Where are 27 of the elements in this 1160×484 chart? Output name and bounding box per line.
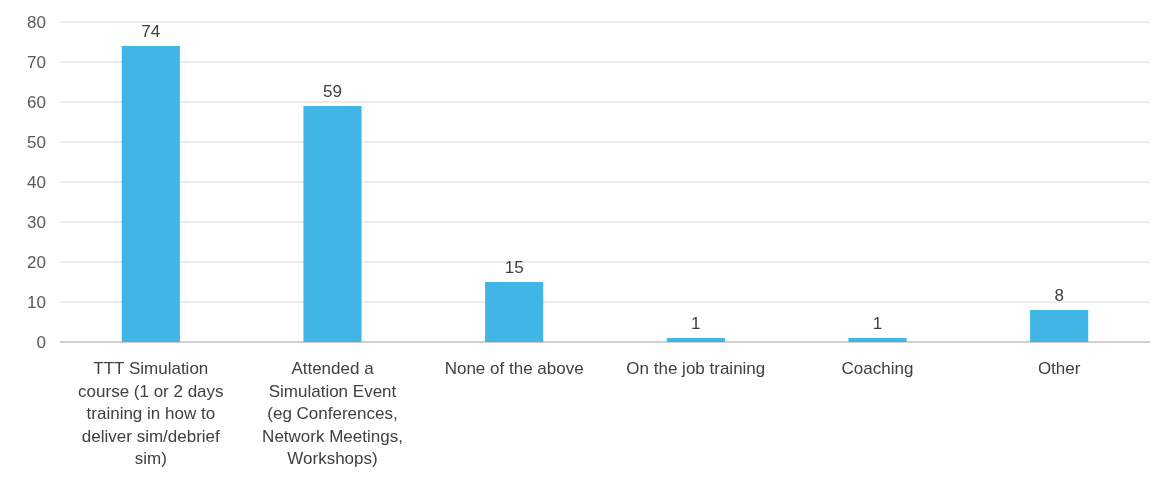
y-tick-label: 0 <box>36 332 46 352</box>
bar <box>485 282 544 342</box>
bar <box>303 106 362 342</box>
y-tick-label: 30 <box>27 212 46 232</box>
bar <box>666 338 725 342</box>
y-tick-label: 80 <box>27 12 46 32</box>
y-tick-label: 10 <box>27 292 46 312</box>
y-tick-label: 60 <box>27 92 46 112</box>
data-label: 1 <box>691 314 701 333</box>
y-tick-label: 20 <box>27 252 46 272</box>
data-label: 15 <box>504 258 524 277</box>
x-tick-label: TTT Simulation course (1 or 2 days training in how to deliver sim/debrief sim) <box>78 359 224 468</box>
y-tick-label: 70 <box>27 52 46 72</box>
x-tick-label: On the job training <box>626 359 766 378</box>
data-label: 1 <box>872 314 883 333</box>
x-tick-label: Coaching <box>841 359 914 378</box>
x-tick-label: Attended a Simulation Event (eg Conferences, Network Meetings, Workshops) <box>262 359 403 468</box>
bar <box>121 46 180 342</box>
bar <box>1030 310 1089 342</box>
x-tick-label: None of the above <box>444 359 584 378</box>
bar <box>848 338 907 342</box>
y-tick-label: 50 <box>27 132 46 152</box>
data-label: 74 <box>141 22 161 41</box>
data-label: 8 <box>1054 286 1064 305</box>
x-tick-label: Other <box>1037 359 1081 378</box>
data-label: 59 <box>323 82 342 101</box>
y-tick-label: 40 <box>27 172 46 192</box>
